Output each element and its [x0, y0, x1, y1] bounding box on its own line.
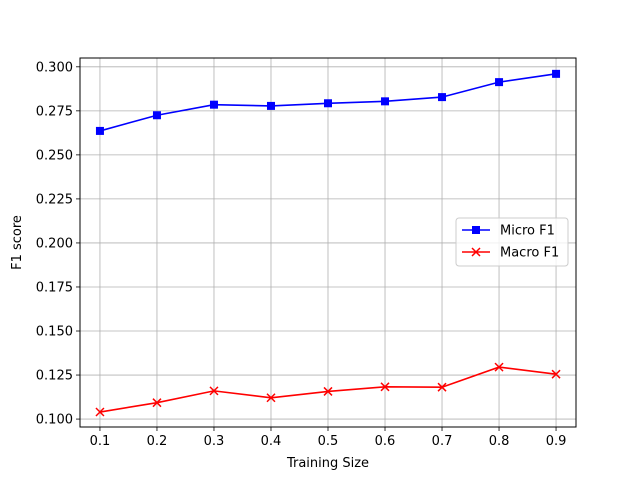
- micro-f1-point: [324, 99, 332, 108]
- x-tick-label: 0.5: [318, 434, 339, 449]
- y-tick-label: 0.275: [36, 104, 73, 119]
- series-group: [95, 69, 561, 417]
- legend-swatch-marker: [471, 247, 481, 257]
- marker-stroke: [437, 382, 447, 392]
- x-tick-label: 0.3: [204, 434, 225, 449]
- legend-item-macro-f1: Macro F1: [462, 246, 559, 261]
- macro-f1-point: [95, 407, 105, 417]
- legend-swatch-marker: [472, 226, 480, 234]
- macro-f1-point: [152, 398, 162, 408]
- y-tick-label: 0.225: [36, 192, 73, 207]
- x-tick-label: 0.4: [261, 434, 282, 449]
- micro-f1-point: [438, 93, 447, 102]
- x-tick-label: 0.6: [375, 434, 396, 449]
- micro-f1-point: [381, 97, 390, 106]
- marker-stroke: [323, 386, 333, 396]
- micro-f1-point: [209, 100, 218, 109]
- marker-stroke: [471, 247, 481, 257]
- micro-f1-point: [552, 69, 561, 78]
- micro-f1-point: [152, 111, 161, 120]
- marker-stroke: [152, 398, 162, 408]
- legend: Micro F1 Macro F1: [455, 217, 569, 267]
- macro-f1-point: [323, 386, 333, 396]
- macro-f1-point: [266, 393, 276, 403]
- x-tick-label: 0.2: [147, 434, 168, 449]
- legend-label: Micro F1: [500, 224, 555, 239]
- micro-f1-point: [95, 126, 104, 135]
- macro-f1-point: [380, 382, 390, 392]
- x-tick-label: 0.8: [489, 434, 510, 449]
- x-axis-label: Training Size: [286, 456, 369, 471]
- y-tick-label: 0.150: [36, 325, 73, 340]
- marker-stroke: [95, 407, 105, 417]
- x-tick-label: 0.7: [432, 434, 453, 449]
- x-tick-label: 0.1: [90, 434, 111, 449]
- x-tick-label: 0.9: [546, 434, 567, 449]
- y-tick-label: 0.300: [36, 60, 73, 75]
- y-tick-label: 0.125: [36, 369, 73, 384]
- marker-stroke: [266, 393, 276, 403]
- micro-f1-series: [95, 69, 561, 135]
- macro-f1-point: [209, 386, 219, 396]
- y-tick-label: 0.100: [36, 413, 73, 428]
- micro-f1-point: [495, 78, 504, 87]
- marker-stroke: [551, 369, 561, 379]
- legend-item-micro-f1: Micro F1: [462, 224, 555, 239]
- micro-f1-point: [266, 101, 275, 110]
- y-axis-label: F1 score: [10, 215, 25, 270]
- marker-stroke: [380, 382, 390, 392]
- y-tick-label: 0.175: [36, 280, 73, 295]
- macro-f1-point: [494, 362, 504, 372]
- y-tick-label: 0.200: [36, 236, 73, 251]
- marker-stroke: [209, 386, 219, 396]
- y-tick-label: 0.250: [36, 148, 73, 163]
- grid: [80, 58, 576, 427]
- marker-stroke: [494, 362, 504, 372]
- macro-f1-series: [95, 362, 561, 417]
- macro-f1-point: [551, 369, 561, 379]
- legend-label: Macro F1: [500, 246, 559, 261]
- axis-ticks: 0.1 0.2 0.3 0.4 0.5 0.6 0.7 0.8 0.9 0.100 0.125 0.1…: [36, 60, 567, 449]
- macro-f1-point: [437, 382, 447, 392]
